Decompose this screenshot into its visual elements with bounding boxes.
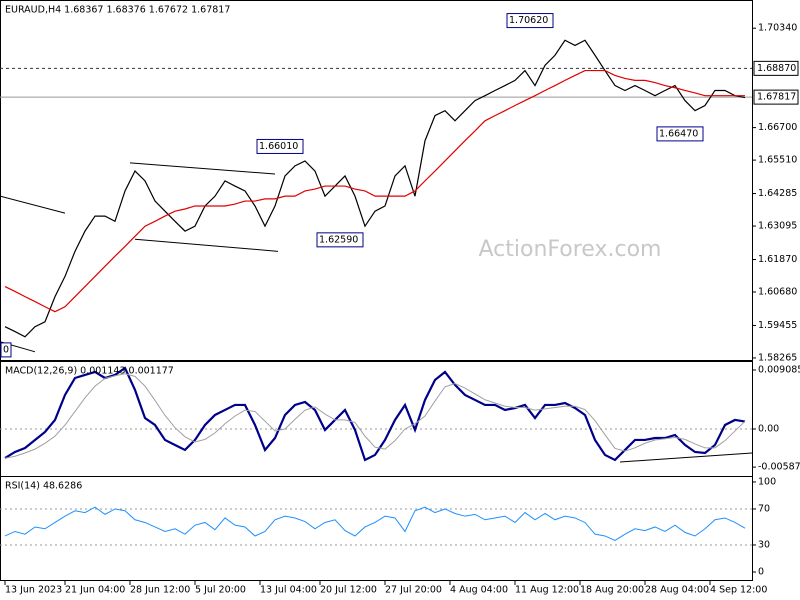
- x-tick-label: 28 Aug 04:00: [645, 585, 709, 596]
- x-tick-label: 21 Jun 04:00: [65, 585, 125, 596]
- trend-line: [619, 452, 753, 463]
- y-tick-label: -0.00587: [758, 462, 800, 473]
- y-tick-label: 1.61870: [758, 254, 797, 265]
- x-tick-label: 20 Jul 12:00: [320, 585, 377, 596]
- y-tick-label: 100: [758, 476, 776, 487]
- y-tick-label: 0.009085: [758, 364, 800, 375]
- y-tick-label: 1.59455: [758, 320, 797, 331]
- y-tick-label: 1.64285: [758, 188, 797, 199]
- series-line: [4, 506, 746, 542]
- price-label: 1.68870: [757, 63, 796, 74]
- trend-line: [0, 195, 66, 214]
- annotation-box: [656, 126, 704, 142]
- y-tick-label: 1.60680: [758, 287, 797, 298]
- y-tick-label: 30: [758, 539, 770, 550]
- y-tick-label: 1.58265: [758, 352, 797, 363]
- price-label-box: [753, 60, 799, 76]
- x-tick-label: 13 Jun 2023: [5, 585, 62, 596]
- x-tick-label: 18 Aug 20:00: [580, 585, 644, 596]
- series-line: [4, 39, 746, 338]
- annotation-box: [256, 138, 304, 154]
- annotation-box: [0, 342, 12, 358]
- y-tick-label: 1.70340: [758, 23, 797, 34]
- x-tick-label: 4 Sep 12:00: [710, 585, 767, 596]
- series-line: [4, 373, 746, 459]
- annotation-box: [506, 13, 554, 29]
- annotation-label: 1.66470: [659, 128, 698, 139]
- annotation-box: [316, 232, 364, 248]
- x-tick-label: 27 Jul 20:00: [385, 585, 442, 596]
- series-line: [4, 366, 746, 462]
- x-tick-label: 5 Jul 20:00: [195, 585, 246, 596]
- y-tick-label: 1.63095: [758, 221, 797, 232]
- y-tick-label: 0: [758, 566, 764, 577]
- x-tick-label: 4 Aug 04:00: [450, 585, 508, 596]
- y-tick-label: 1.65510: [758, 155, 797, 166]
- trend-line: [134, 238, 279, 252]
- y-tick-label: 70: [758, 503, 770, 514]
- annotation-label: 1.66010: [259, 141, 298, 152]
- y-tick-label: 1.66700: [758, 122, 797, 133]
- panel-title: RSI(14) 48.6286: [5, 481, 82, 492]
- panel-frame: [0, 0, 753, 361]
- price-label: 1.67817: [757, 92, 796, 103]
- x-tick-label: 28 Jun 12:00: [130, 585, 190, 596]
- panel-frame: [0, 476, 753, 581]
- panel-title: EURAUD,H4 1.68367 1.68376 1.67672 1.6781…: [5, 5, 230, 16]
- x-tick-label: 11 Aug 12:00: [515, 585, 579, 596]
- watermark: ActionForex.com: [479, 237, 662, 262]
- x-tick-label: 13 Jul 04:00: [260, 585, 317, 596]
- price-label-box: [753, 89, 799, 105]
- panel-frame: [0, 361, 753, 477]
- panel-title: MACD(12,26,9) 0.001143 0.001177: [5, 366, 174, 377]
- annotation-label: 1.70620: [509, 15, 548, 26]
- annotation-label: 1.62590: [319, 234, 358, 245]
- y-tick-label: 0.00: [758, 423, 779, 434]
- series-line: [4, 69, 745, 313]
- trend-line: [129, 162, 276, 175]
- annotation-label: 0: [3, 344, 9, 355]
